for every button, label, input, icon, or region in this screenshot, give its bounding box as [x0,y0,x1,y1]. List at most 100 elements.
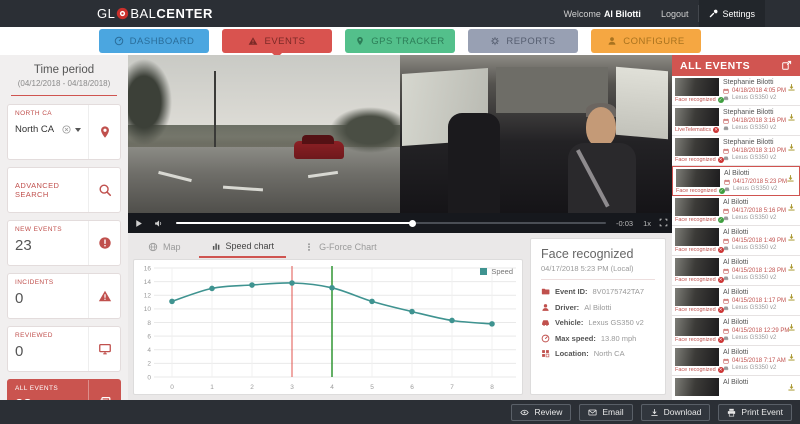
svg-text:4: 4 [330,384,334,391]
logo-text: GL [97,6,116,21]
event-vehicle: Lexus GS350 v2 [732,275,777,281]
advanced-search-card[interactable]: ADVANCED SEARCH [7,167,121,213]
settings-button[interactable]: Settings [699,0,765,27]
download-icon [788,144,795,151]
nav-tab-events[interactable]: EVENTS [222,29,332,58]
event-driver-name: Stephanie Bilotti [723,109,774,116]
download-icon [788,84,795,91]
event-list-item[interactable]: Face recognized ✓ Al Bilotti 04/17/2018 … [672,196,800,226]
event-list-item[interactable]: Face recognized ✕ Al Bilotti 04/15/2018 … [672,316,800,346]
svg-text:6: 6 [147,333,151,340]
download-button[interactable]: Download [640,403,711,421]
search-zone[interactable] [88,168,120,212]
nav-tab-dashboard[interactable]: DASHBOARD [99,29,209,53]
nav-tab-reports[interactable]: REPORTS [468,29,578,53]
topbar-divider [698,5,700,22]
event-download-button[interactable] [787,229,796,241]
event-tag: Face recognized ✕ [675,307,724,313]
event-download-button[interactable] [787,379,796,391]
play-button[interactable] [128,213,148,233]
tab-speed-chart[interactable]: Speed chart [198,237,287,258]
event-thumbnail [675,258,719,276]
event-download-button[interactable] [787,289,796,301]
playback-rate-button[interactable]: 1x [643,218,652,228]
nav-tab-gps-tracker[interactable]: GPS TRACKER [345,29,455,53]
event-list-item[interactable]: Face recognized ✓ Stephanie Bilotti 04/1… [672,76,800,106]
logo: GL BAL CENTER [97,0,213,27]
export-icon[interactable] [781,60,792,71]
event-list-item[interactable]: Face recognized ✕ Al Bilotti 04/15/2018 … [672,286,800,316]
review-button[interactable]: Review [511,403,572,421]
welcome-text: Welcome Al Bilotti [563,8,641,19]
event-download-button[interactable] [787,259,796,271]
event-details-datetime: 04/17/2018 5:23 PM (Local) [541,264,634,273]
tag-status-icon: ✕ [717,157,724,163]
nav-tab-configure[interactable]: CONFIGURE [591,29,701,53]
tag-status-icon: ✕ [717,277,724,283]
event-list-item[interactable]: Al Bilotti [672,376,800,400]
event-details-panel: Face recognized 04/17/2018 5:23 PM (Loca… [530,238,666,395]
event-list-item[interactable]: Face recognized ✕ Stephanie Bilotti 04/1… [672,136,800,166]
counter-value: 0 [15,290,24,307]
event-tag: Face recognized ✕ [675,367,724,373]
event-download-button[interactable] [787,109,796,121]
fullscreen-button[interactable] [659,214,668,232]
counter-reviewed[interactable]: REVIEWED 0 [7,326,121,372]
event-list-item[interactable]: Face recognized ✕ Al Bilotti 04/15/2018 … [672,346,800,376]
region-pin-zone[interactable] [88,105,120,159]
driver-icon [542,303,549,311]
main-nav: DASHBOARD EVENTS GPS TRACKER REPORTS CON… [0,27,800,58]
event-download-button[interactable] [787,139,796,151]
download-icon [787,175,794,182]
logout-link[interactable]: Logout [660,8,689,19]
email-button[interactable]: Email [579,403,633,421]
event-date: 04/17/2018 5:23 PM [733,178,788,185]
event-list-item[interactable]: LiveTelematics ✕ Stephanie Bilotti 04/18… [672,106,800,136]
print-event-button[interactable]: Print Event [718,403,792,421]
event-list-item[interactable]: Face recognized ✕ Al Bilotti 04/15/2018 … [672,256,800,286]
event-tag: Face recognized ✓ [675,97,724,103]
tag-status-icon: ✕ [717,367,724,373]
svg-text:0: 0 [147,374,151,381]
all-events-title: ALL EVENTS [680,59,751,72]
car-icon [723,216,729,221]
event-download-button[interactable] [787,199,796,211]
map-pin-icon [357,36,364,46]
person-icon [608,37,616,45]
event-thumbnail [675,228,719,246]
logo-o-icon [117,7,129,20]
video-road-view [128,55,410,213]
svg-text:5: 5 [370,384,374,391]
car-icon [723,246,729,251]
play-icon [135,219,142,227]
video-progress-bar[interactable] [176,219,606,227]
volume-button[interactable] [148,213,168,233]
clear-icon[interactable] [62,125,71,134]
region-select[interactable]: North CA [15,124,81,135]
event-id-row: Event ID: 8V0175742TA7 [541,287,655,296]
svg-text:8: 8 [490,384,494,391]
event-download-button[interactable] [787,79,796,91]
counter-value: 23 [15,237,32,254]
event-vehicle: Lexus GS350 v2 [732,245,777,251]
counter-new-events[interactable]: NEW EVENTS 23 [7,220,121,266]
video-player[interactable]: -0:03 1x [128,55,672,233]
event-date: 04/15/2018 7:17 AM [732,357,786,364]
event-vehicle: Lexus GS350 v2 [732,215,777,221]
car-icon [723,156,729,161]
event-download-button[interactable] [787,319,796,331]
svg-text:8: 8 [147,320,151,327]
chevron-down-icon[interactable] [75,127,81,132]
time-period-title: Time period [33,64,95,76]
event-list-item[interactable]: Face recognized ✕ Al Bilotti 04/15/2018 … [672,226,800,256]
event-download-button[interactable] [786,170,795,182]
event-list-item[interactable]: Face recognized ✓ Al Bilotti 04/17/2018 … [672,166,800,196]
event-date: 04/18/2018 3:10 PM [732,147,787,154]
counter-incidents[interactable]: INCIDENTS 0 [7,273,121,319]
tab-map[interactable]: Map [136,237,193,258]
gauge-icon [114,36,123,46]
tab-gforce-chart[interactable]: G-Force Chart [292,237,389,258]
folder-icon [541,288,550,295]
region-filter-card[interactable]: NORTH CA North CA [7,104,121,160]
event-download-button[interactable] [787,349,796,361]
